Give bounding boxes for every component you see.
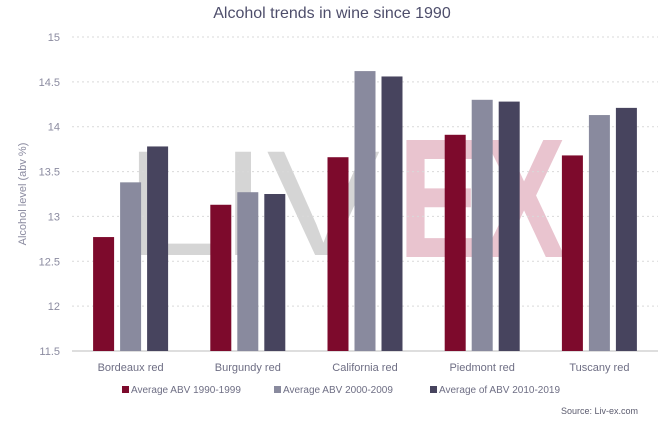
legend-swatch (430, 386, 437, 393)
y-tick-label: 15 (48, 32, 60, 44)
bar (327, 157, 349, 351)
bar (561, 155, 583, 351)
bar (498, 101, 520, 351)
y-tick-label: 11.5 (39, 346, 60, 358)
bar (471, 99, 493, 351)
y-tick-label: 13.5 (39, 167, 60, 179)
legend-swatch (122, 386, 129, 393)
x-tick-label: Burgundy red (215, 362, 281, 374)
y-tick-label: 14 (48, 122, 60, 134)
bar (264, 194, 286, 351)
x-tick-label: Tuscany red (569, 362, 629, 374)
bar (354, 71, 376, 351)
y-tick-label: 12.5 (39, 256, 60, 268)
x-tick-label: California red (332, 362, 397, 374)
bar (381, 76, 403, 351)
y-tick-label: 13 (48, 211, 60, 223)
y-tick-label: 14.5 (39, 77, 60, 89)
bar (210, 204, 232, 351)
legend-label: Average ABV 1990-1999 (131, 385, 241, 396)
bar (120, 182, 142, 351)
bar (615, 107, 637, 351)
legend-label: Average ABV 2000-2009 (283, 385, 393, 396)
y-tick-label: 12 (48, 301, 60, 313)
y-axis-title: Alcohol level (abv %) (17, 143, 29, 246)
chart-title: Alcohol trends in wine since 1990 (213, 5, 451, 22)
legend-label: Average of ABV 2010-2019 (439, 385, 560, 396)
bar (93, 237, 115, 351)
source-note: Source: Liv-ex.com (560, 406, 638, 416)
x-tick-label: Piedmont red (449, 362, 514, 374)
bar (147, 146, 169, 351)
bar (444, 134, 466, 351)
bar (588, 115, 610, 352)
x-tick-label: Bordeaux red (98, 362, 164, 374)
bar (237, 192, 259, 351)
legend-swatch (274, 386, 281, 393)
